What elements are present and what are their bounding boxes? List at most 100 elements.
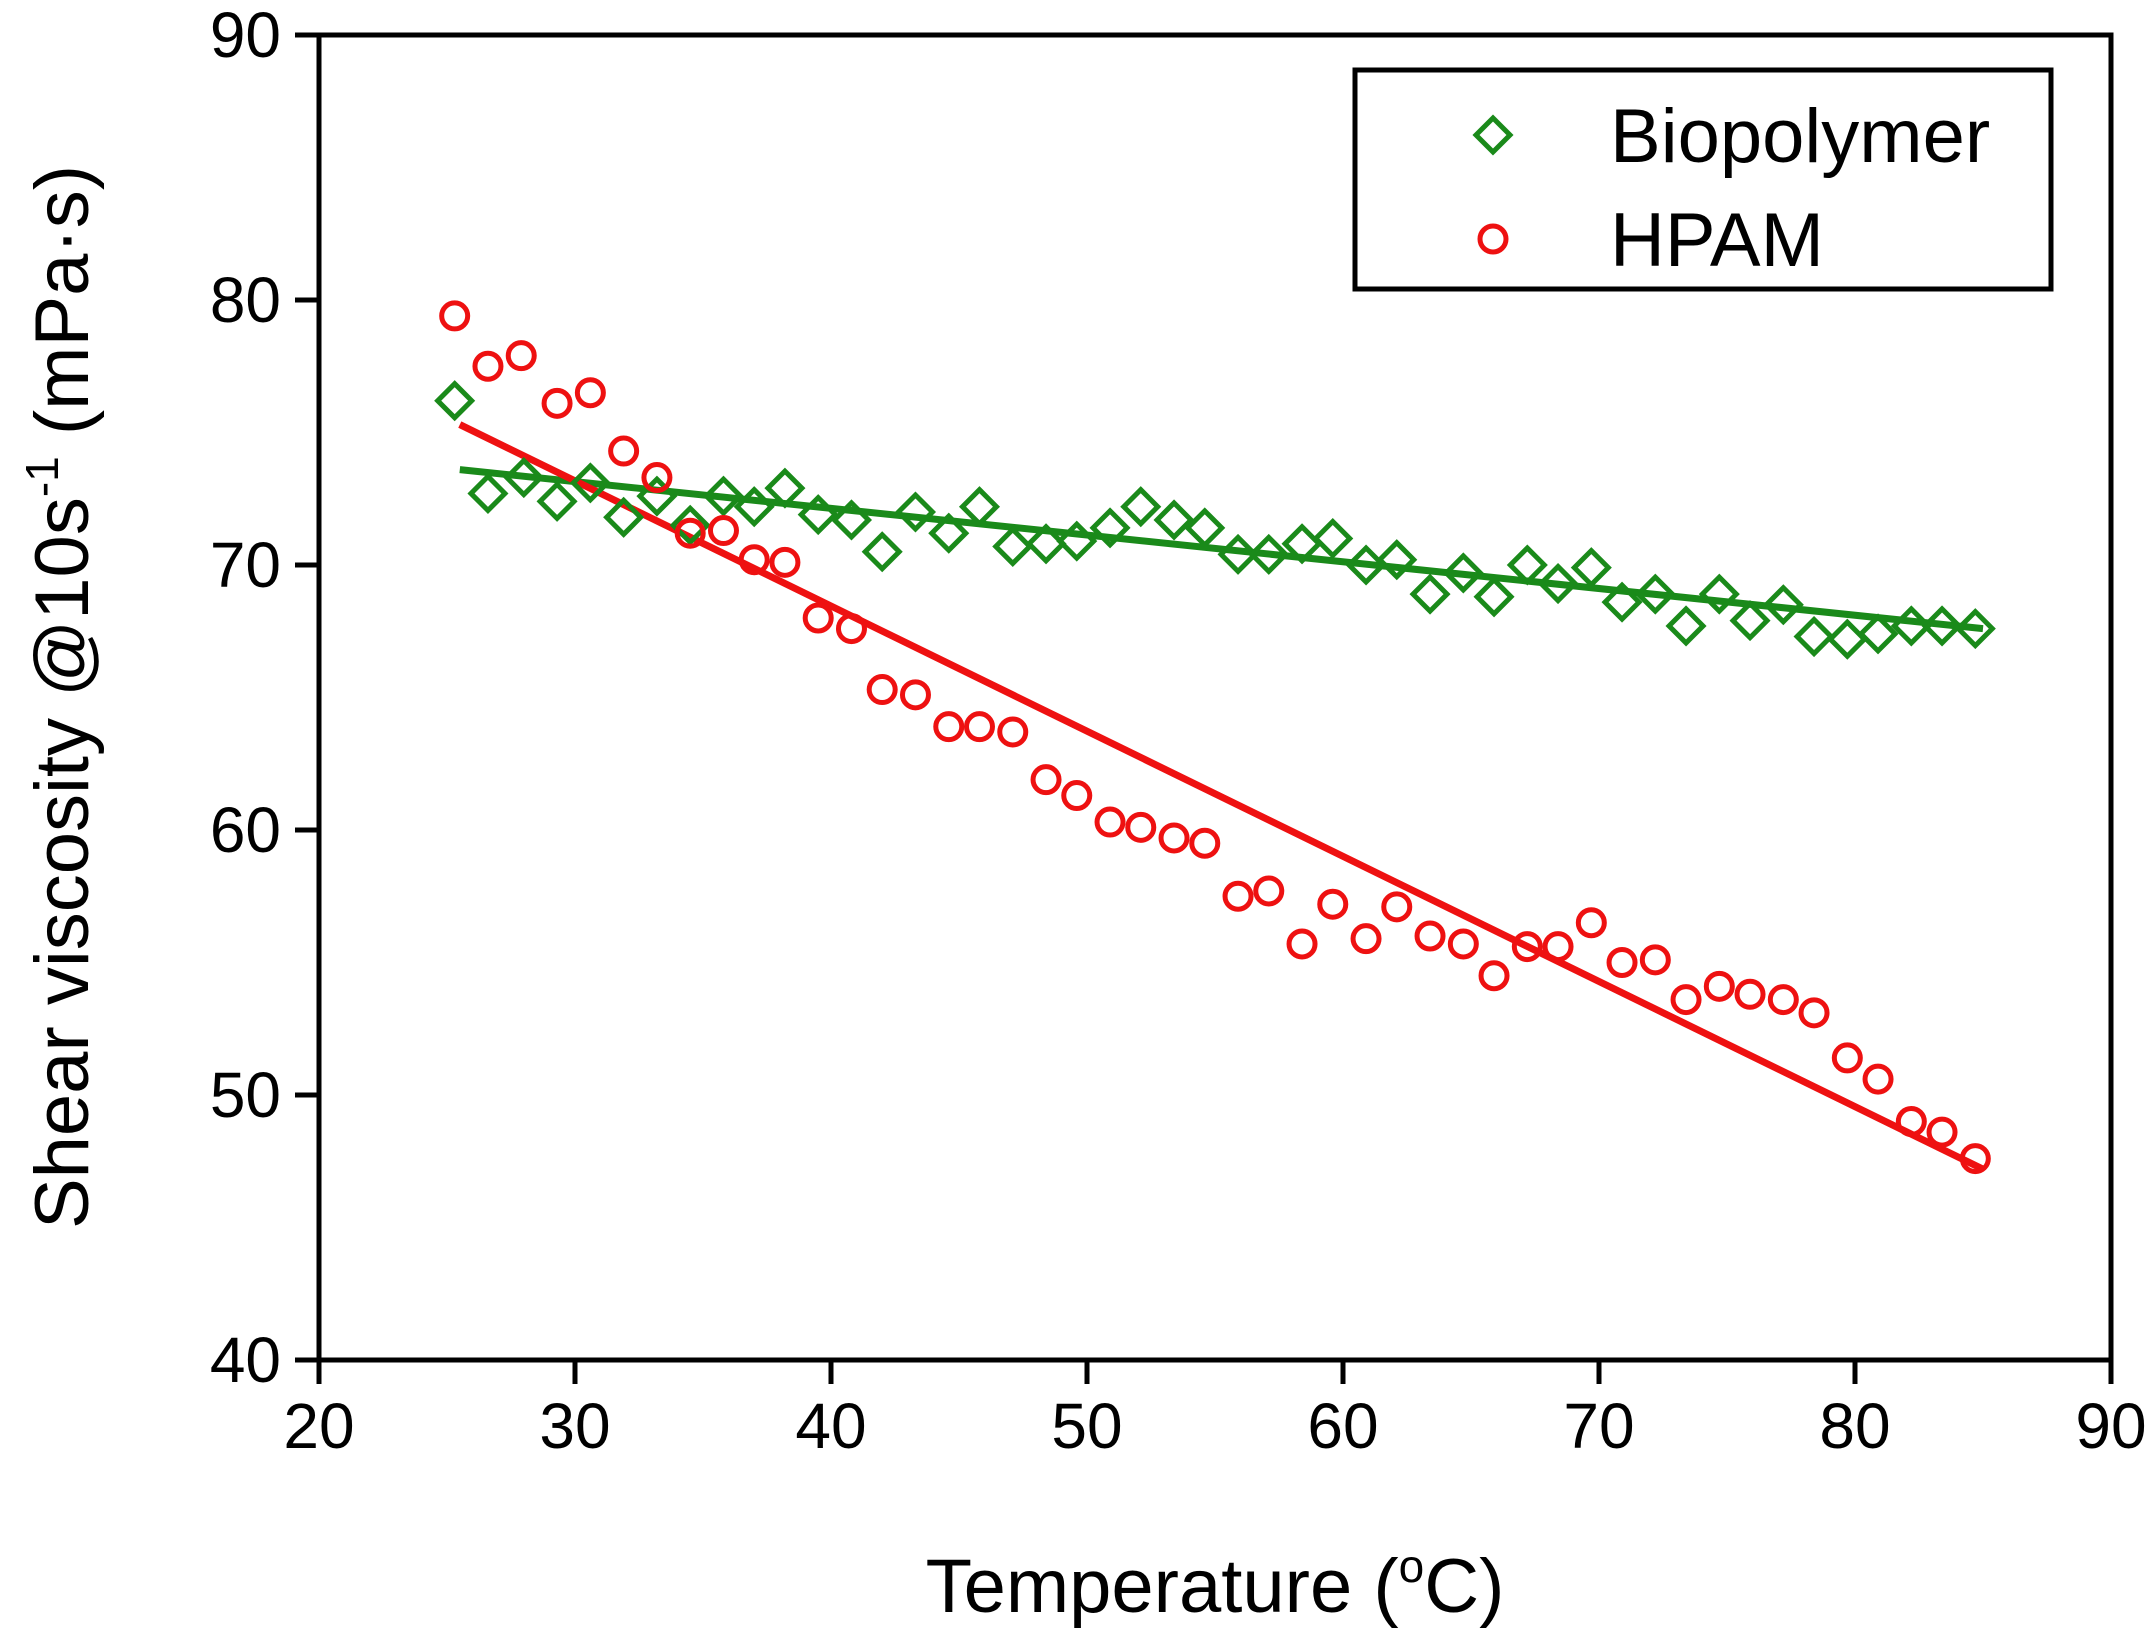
biopolymer-point [1857, 613, 1899, 655]
hpam-point [707, 515, 739, 547]
hpam-point [1189, 827, 1221, 859]
y-tick-label: 50 [210, 1059, 281, 1131]
hpam-point [997, 716, 1029, 748]
biopolymer-point [636, 475, 678, 517]
legend-box [1352, 67, 2054, 292]
x-tick-label: 70 [1563, 1390, 1634, 1462]
biopolymer-point [434, 380, 476, 422]
biopolymer-point [894, 491, 937, 533]
x-axis-title: Temperature (oC) [926, 1540, 1505, 1629]
x-tick-label: 80 [1819, 1390, 1890, 1462]
hpam-point [738, 544, 770, 576]
biopolymer-point [992, 525, 1034, 567]
x-tick-label: 60 [1307, 1390, 1378, 1462]
hpam-point [1862, 1063, 1894, 1095]
hpam-point [1639, 944, 1671, 976]
biopolymer-point [764, 467, 806, 509]
x-tick-label: 50 [1051, 1390, 1122, 1462]
biopolymer-point [536, 480, 578, 522]
biopolymer-point [861, 531, 903, 573]
biopolymer-point [1537, 563, 1579, 605]
hpam-fit-line [458, 421, 1985, 1173]
biopolymer-point [1025, 523, 1067, 565]
biopolymer-point [958, 486, 1001, 528]
biopolymer-point [1473, 576, 1515, 618]
biopolymer-point [1184, 507, 1226, 549]
hpam-point [1703, 970, 1735, 1002]
hpam-point [1895, 1106, 1927, 1137]
hpam-point [674, 517, 706, 549]
hpam-point [1831, 1042, 1863, 1074]
hpam-point [472, 350, 504, 382]
x-tick-label: 30 [539, 1390, 610, 1462]
hpam-point [1094, 806, 1126, 838]
biopolymer-point [1890, 605, 1932, 647]
biopolymer-point [1793, 616, 1835, 658]
hpam-point [1286, 928, 1318, 960]
hpam-point [1606, 947, 1638, 978]
biopolymer-point [1506, 544, 1548, 586]
hpam-point [1222, 880, 1254, 912]
hpam-point [1959, 1143, 1991, 1175]
hpam-point [1670, 984, 1702, 1016]
biopolymer-point [1570, 547, 1612, 589]
data-points [434, 300, 1996, 1175]
y-axis-title: Shear viscosity @10s-1 (mPa·s) [16, 165, 105, 1229]
biopolymer-point [733, 486, 775, 528]
biopolymer-point [1089, 507, 1131, 549]
legend: Biopolymer HPAM [1352, 67, 2054, 292]
hpam-point [1414, 920, 1446, 952]
legend-hpam-label: HPAM [1610, 198, 1824, 283]
biopolymer-point [1601, 581, 1643, 623]
hpam-point [802, 602, 834, 634]
hpam-point [769, 546, 801, 578]
biopolymer-point [669, 504, 711, 546]
biopolymer-point [467, 472, 509, 514]
hpam-point [1030, 764, 1062, 796]
biopolymer-point [1217, 533, 1259, 575]
biopolymer-point [1248, 533, 1290, 575]
biopolymer-point [1634, 573, 1676, 615]
hpam-point [1158, 822, 1190, 854]
y-tick-label: 40 [210, 1324, 281, 1396]
biopolymer-point [503, 457, 545, 499]
x-tick-label: 90 [2075, 1390, 2146, 1462]
hpam-point [1542, 931, 1574, 963]
hpam-point [1511, 931, 1543, 963]
hpam-point [1734, 978, 1766, 1010]
biopolymer-point [1153, 499, 1195, 541]
biopolymer-point [1409, 573, 1451, 615]
biopolymer-point [1056, 520, 1098, 562]
hpam-point [1381, 891, 1413, 923]
biopolymer-point [1729, 600, 1771, 642]
biopolymer-point [928, 512, 970, 554]
biopolymer-point [1120, 486, 1162, 528]
hpam-point [1926, 1116, 1958, 1148]
biopolymer-point [1665, 605, 1707, 647]
y-tick-label: 90 [210, 0, 281, 71]
biopolymer-point [1954, 608, 1996, 650]
x-axis-ticks: 20 30 40 50 60 70 80 90 [283, 1360, 2147, 1462]
y-tick-label: 80 [210, 264, 281, 336]
biopolymer-point [1376, 539, 1418, 581]
x-tick-label: 20 [283, 1390, 354, 1462]
y-tick-label: 60 [210, 794, 281, 866]
hpam-point [963, 711, 995, 743]
biopolymer-point [1921, 605, 1963, 647]
y-tick-label: 70 [210, 529, 281, 601]
hpam-point [608, 435, 640, 467]
hpam-point [1767, 984, 1799, 1016]
y-axis-ticks: 40 50 60 70 80 90 [210, 0, 319, 1396]
hpam-point [439, 300, 471, 332]
biopolymer-point [1826, 618, 1868, 660]
hpam-point [1061, 780, 1093, 812]
hpam-point [505, 340, 537, 372]
legend-biopolymer-label: Biopolymer [1610, 94, 1990, 179]
hpam-point [933, 711, 965, 743]
fit-lines [458, 421, 1985, 1173]
hpam-point [1317, 888, 1349, 920]
biopolymer-point [830, 499, 873, 541]
hpam-point [1575, 907, 1607, 939]
plot-area-frame [316, 32, 2114, 1363]
